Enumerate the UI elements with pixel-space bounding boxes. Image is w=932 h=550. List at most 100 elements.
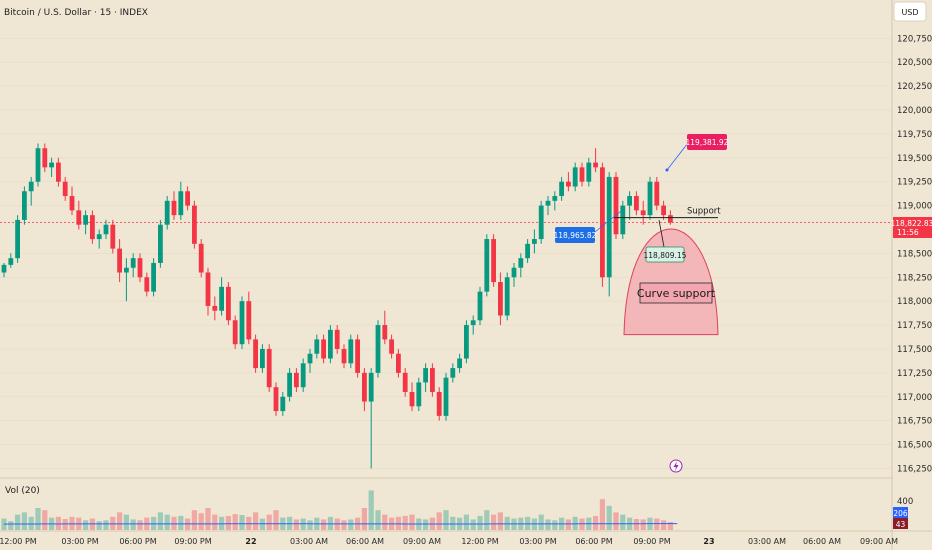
- candle-body: [409, 391, 415, 407]
- volume-bar: [205, 508, 211, 530]
- volume-bar: [164, 514, 170, 530]
- volume-bar: [497, 512, 503, 530]
- volume-bar: [130, 519, 136, 530]
- volume-bar: [273, 510, 279, 530]
- price-axis[interactable]: 120,750.00 120,500.00 120,250.00 120,000.00…: [897, 34, 932, 474]
- volume-bar: [348, 519, 354, 530]
- volume-bar: [137, 520, 143, 530]
- volume-bar: [409, 514, 415, 530]
- price-tick-label: 120,000.00: [897, 106, 932, 116]
- price-tick-label: 116,500.00: [897, 441, 932, 451]
- candle-body: [430, 368, 435, 392]
- candle-body: [56, 162, 61, 182]
- volume-bar: [599, 499, 605, 530]
- currency-button[interactable]: USD: [893, 1, 927, 22]
- price-tick-label: 116,250.00: [897, 464, 932, 474]
- volume-bar: [8, 521, 14, 530]
- candle-body: [532, 239, 537, 244]
- volume-bar: [69, 516, 75, 530]
- price-tick-label: 118,000.00: [897, 297, 932, 307]
- candle-body: [464, 325, 469, 359]
- candle-body: [28, 181, 34, 192]
- time-tick-label: 09:00 PM: [633, 537, 670, 546]
- candles: [1, 143, 673, 469]
- volume-bar: [15, 514, 21, 530]
- candle-body: [253, 339, 258, 369]
- volume-badge-text: 43: [896, 520, 906, 529]
- candle-body: [8, 258, 14, 265]
- price-tick-label: 120,500.00: [897, 58, 932, 68]
- candle-body: [83, 215, 88, 225]
- volume-bar: [633, 519, 639, 530]
- mid-price-label: 118,965.82: [554, 227, 597, 243]
- candle-body: [389, 339, 394, 354]
- candle-body: [362, 372, 367, 402]
- candle-body: [130, 258, 136, 268]
- candle-body: [600, 167, 605, 278]
- price-tick-label: 117,000.00: [897, 393, 932, 403]
- candle-body: [307, 353, 313, 364]
- candle-body: [627, 196, 632, 206]
- time-tick-label: 23: [703, 537, 714, 546]
- candle-body: [593, 162, 598, 168]
- volume-bar: [21, 512, 27, 530]
- volume-ma-badge-text: 206: [893, 509, 908, 518]
- price-tick-label: 118,500.00: [897, 249, 932, 259]
- candle-body: [96, 234, 102, 240]
- volume-bar: [654, 518, 660, 530]
- candle-body: [49, 162, 54, 168]
- volume-bar: [83, 520, 89, 530]
- candle-body: [266, 348, 272, 388]
- price-tick-label: 119,500.00: [897, 154, 932, 164]
- price-tick-label: 116,750.00: [897, 417, 932, 427]
- candle-body: [1, 264, 7, 273]
- candle-body: [219, 286, 224, 311]
- candle-body: [294, 372, 299, 388]
- candle-body: [586, 162, 592, 182]
- time-tick-label: 06:00 AM: [346, 537, 384, 546]
- candle-body: [151, 262, 156, 292]
- volume-bar: [178, 515, 184, 530]
- candle-body: [185, 191, 190, 206]
- price-tick-label: 120,750.00: [897, 34, 932, 44]
- high-price-label: 119,381.92: [686, 134, 729, 150]
- time-tick-label: 03:00 AM: [748, 537, 786, 546]
- candle-body: [484, 239, 490, 292]
- candle-body: [192, 205, 197, 244]
- time-axis[interactable]: 12:00 PM 03:00 PM 06:00 PM 09:00 PM 22 03:00 …: [0, 537, 898, 546]
- candle-body: [668, 215, 673, 223]
- candle-body: [212, 305, 218, 311]
- candle-body: [396, 353, 401, 373]
- time-tick-label: 06:00 PM: [119, 537, 156, 546]
- volume-bar: [552, 520, 558, 530]
- volume-bar: [1, 518, 7, 530]
- mid-callout-line: [594, 210, 622, 233]
- lightning-icon[interactable]: [669, 459, 683, 473]
- price-tick-label: 119,000.00: [897, 202, 932, 212]
- candle-body: [423, 368, 428, 383]
- candle-body: [661, 205, 666, 216]
- volume-bar: [198, 513, 204, 530]
- volume-bar: [212, 514, 218, 530]
- low-callout-line: [658, 219, 665, 248]
- volume-bar: [450, 516, 456, 530]
- candle-body: [504, 277, 510, 316]
- volume-bar: [307, 520, 313, 530]
- candle-body: [198, 243, 204, 273]
- candle-body: [518, 258, 524, 268]
- candle-body: [348, 339, 354, 364]
- candle-body: [178, 191, 184, 216]
- volume-bar: [463, 514, 469, 530]
- candle-body: [382, 325, 388, 340]
- candle-body: [314, 339, 320, 354]
- current-price-badge: 118,822.83 11:56: [891, 217, 932, 238]
- volume-badge: 43: [893, 518, 908, 529]
- price-tick-label: 118,250.00: [897, 273, 932, 283]
- volume-bar: [538, 514, 544, 530]
- volume-bar: [593, 515, 599, 530]
- candle-body: [287, 372, 292, 397]
- price-tick-label: 117,750.00: [897, 321, 932, 331]
- volume-bar: [42, 510, 48, 530]
- volume-bar: [232, 514, 238, 530]
